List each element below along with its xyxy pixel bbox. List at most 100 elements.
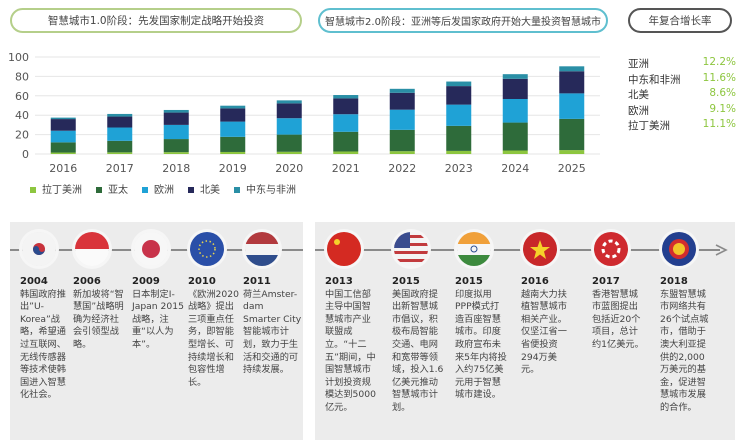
timeline-item: 2015 印度拟用PPP模式打造百座智慧城市。印度政府宣布未来5年内将投入约75亿… — [455, 276, 507, 402]
y-tick-label: 20 — [15, 129, 29, 142]
x-tick-label: 2016 — [49, 162, 77, 175]
timeline-text: 印度拟用PPP模式打造百座智慧城市。印度政府宣布未来5年内将投入约75亿美元用于… — [455, 288, 507, 401]
bar-segment-2022-4 — [389, 88, 415, 93]
timeline-line-2 — [315, 249, 720, 251]
timeline-year: 2018 — [660, 276, 688, 287]
legend-label: 拉丁美洲 — [42, 185, 82, 196]
bar-segment-2025-0 — [559, 150, 585, 154]
bar-segment-2024-0 — [502, 150, 528, 154]
cagr-title: 年复合增长率 — [628, 8, 732, 33]
legend-label: 欧洲 — [154, 185, 174, 196]
bar-segment-2016-1 — [50, 142, 76, 153]
legend-item: 亚太 — [96, 181, 128, 196]
bar-segment-2018-4 — [163, 109, 189, 113]
x-tick-label: 2023 — [445, 162, 473, 175]
bar-segment-2017-0 — [107, 152, 133, 154]
timeline-year: 2011 — [243, 276, 271, 287]
cagr-region: 中东和非洲 — [628, 73, 681, 86]
legend-item: 欧洲 — [142, 181, 174, 196]
legend-swatch — [234, 187, 240, 193]
bar-segment-2023-3 — [446, 86, 472, 105]
cagr-region: 拉丁美洲 — [628, 120, 670, 132]
bar-segment-2020-1 — [276, 134, 302, 152]
bar-segment-2017-1 — [107, 140, 133, 153]
y-tick-label: 0 — [22, 148, 29, 161]
cagr-row: 亚洲 12.2% — [628, 56, 736, 71]
cagr-region: 亚洲 — [628, 58, 649, 70]
timeline-item: 2015 美国政府提出新智慧城市倡议，积极布局智能交通、电网和宽带等领域，投入1.… — [392, 276, 444, 415]
timeline-text: 东盟智慧城市网络共有26个试点城市，借助于澳大利亚提供的2,000万美元的基金，… — [660, 288, 709, 413]
bar-segment-2016-3 — [50, 119, 76, 131]
legend-swatch — [142, 187, 148, 193]
timeline-item: 2017 香港智慧城市蓝图提出包括近20个项目，总计约1亿美元。 — [592, 276, 644, 352]
x-tick-label: 2025 — [558, 162, 586, 175]
y-tick-label: 100 — [8, 51, 29, 64]
timeline-text: 新加坡将“智慧国”战略明确为经济社会引领型战略。 — [73, 288, 124, 350]
timeline-year: 2013 — [325, 276, 353, 287]
legend-label: 亚太 — [108, 185, 128, 196]
timeline-text: 荷兰Amster-dam Smarter City智能城市计划，致力于生活和交通… — [243, 288, 302, 376]
timeline-item: 2009 日本制定I-Japan 2015战略，注重“以人为本”。 — [132, 276, 184, 352]
bar-segment-2025-1 — [559, 118, 585, 151]
stacked-bar-chart: 0 20 40 60 80 100 2016 2017 2018 2019 2020 2021 2022… — [8, 51, 600, 175]
cagr-row: 中东和非洲 11.6% — [628, 72, 736, 87]
bar-segment-2017-3 — [107, 116, 133, 128]
bar-segment-2016-4 — [50, 117, 76, 120]
bar-segment-2019-0 — [220, 151, 246, 154]
bar-segment-2022-1 — [389, 129, 415, 152]
timeline-text: 中国工信部主导中国智慧城市产业联盟成立。“十二五”期间，中国智慧城市计划投资规模… — [325, 288, 376, 413]
timeline-item: 2011 荷兰Amster-dam Smarter City智能城市计划，致力于生… — [243, 276, 303, 377]
phase1-label: 智慧城市1.0阶段：先发国家制定战略开始投资 — [10, 8, 302, 33]
bar-segment-2017-4 — [107, 113, 133, 117]
x-tick-label: 2024 — [501, 162, 529, 175]
cagr-value: 11.1% — [702, 118, 736, 130]
bar-segment-2024-3 — [502, 78, 528, 100]
vietnam-flag-icon — [523, 232, 557, 266]
bar-segment-2021-2 — [333, 114, 359, 132]
bar-segment-2020-3 — [276, 103, 302, 119]
cagr-row: 北美 8.6% — [628, 87, 736, 102]
legend-item: 拉丁美洲 — [30, 181, 82, 196]
timeline-text: 《欧洲2020战略》提出三项重点任务，即智能型增长、可持续增长和包容性增长。 — [188, 288, 239, 388]
y-tick-label: 80 — [15, 70, 29, 83]
bar-segment-2019-2 — [220, 121, 246, 137]
timeline-year: 2016 — [521, 276, 549, 287]
bar-segment-2018-0 — [163, 152, 189, 154]
bar-segment-2020-0 — [276, 151, 302, 154]
bar-segment-2018-1 — [163, 139, 189, 153]
bar-segment-2018-3 — [163, 112, 189, 125]
timeline-item: 2006 新加坡将“智慧国”战略明确为经济社会引领型战略。 — [73, 276, 125, 352]
hong-kong-flag-icon — [594, 232, 628, 266]
bar-segment-2025-4 — [559, 66, 585, 72]
timeline-item: 2004 韩国政府推出”U-Korea”战略，希望通过互联网、无线传感器等技术使韩… — [20, 276, 72, 402]
timeline-item: 2013 中国工信部主导中国智慧城市产业联盟成立。“十二五”期间，中国智慧城市计划… — [325, 276, 377, 415]
cagr-value: 9.1% — [709, 102, 736, 115]
eu-flag-icon — [190, 232, 224, 266]
bar-segment-2018-2 — [163, 124, 189, 140]
bar-segment-2021-3 — [333, 98, 359, 115]
bar-segment-2023-4 — [446, 81, 472, 87]
timeline-year: 2006 — [73, 276, 101, 287]
bar-segment-2024-4 — [502, 74, 528, 79]
timeline-text: 日本制定I-Japan 2015战略，注重“以人为本”。 — [132, 288, 184, 350]
bar-segment-2024-2 — [502, 99, 528, 123]
cagr-value: 12.2% — [702, 56, 736, 68]
y-tick-label: 40 — [15, 109, 29, 122]
bar-segment-2025-3 — [559, 71, 585, 94]
bar-segment-2019-4 — [220, 105, 246, 109]
legend-label: 中东与非洲 — [246, 185, 296, 196]
bar-segment-2016-0 — [50, 152, 76, 154]
cagr-region: 欧洲 — [628, 104, 649, 117]
x-tick-label: 2021 — [332, 162, 360, 175]
bar-segment-2021-1 — [333, 131, 359, 152]
x-tick-label: 2019 — [219, 162, 247, 175]
timeline-year: 2017 — [592, 276, 620, 287]
japan-flag-icon — [134, 232, 168, 266]
bar-segment-2025-2 — [559, 93, 585, 119]
timeline-year: 2009 — [132, 276, 160, 287]
x-tick-label: 2020 — [275, 162, 303, 175]
bar-segment-2022-0 — [389, 151, 415, 154]
chart-legend: 拉丁美洲 亚太 欧洲 北美 中东与非洲 — [30, 181, 296, 196]
bar-segment-2020-2 — [276, 118, 302, 135]
